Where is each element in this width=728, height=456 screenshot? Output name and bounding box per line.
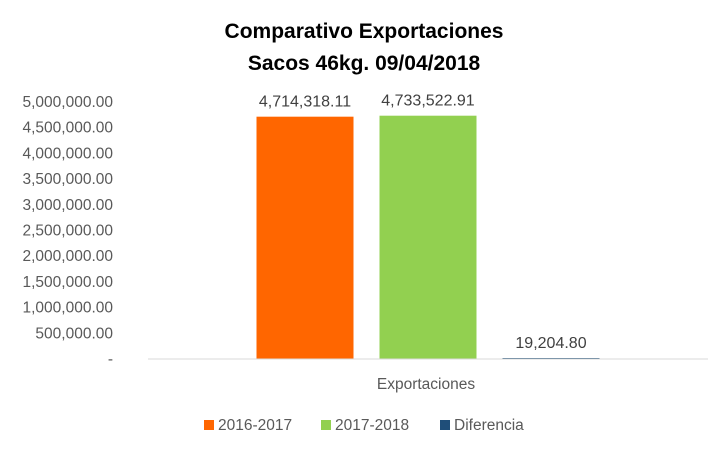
legend-label: 2016-2017: [218, 417, 292, 434]
y-tick-label: 2,000,000.00: [22, 248, 113, 265]
legend-swatch: [321, 420, 331, 430]
legend-label: Diferencia: [454, 417, 524, 434]
y-tick-label: 4,000,000.00: [22, 145, 113, 162]
bar-2016-2017: [256, 116, 354, 359]
y-tick-label: 500,000.00: [35, 325, 113, 342]
data-label: 19,204.80: [515, 335, 586, 352]
legend: 2016-2017 2017-2018 Diferencia: [204, 417, 524, 434]
y-tick-label: -: [108, 351, 113, 368]
legend-swatch: [204, 420, 214, 430]
category-label: Exportaciones: [377, 376, 475, 393]
chart-title: Comparativo Exportaciones: [225, 20, 504, 43]
y-tick-label: 2,500,000.00: [22, 223, 113, 240]
y-tick-label: 1,500,000.00: [22, 274, 113, 291]
legend-label: 2017-2018: [335, 417, 409, 434]
bar-2017-2018: [379, 115, 477, 359]
chart-subtitle: Sacos 46kg. 09/04/2018: [248, 52, 481, 75]
legend-swatch: [440, 420, 450, 430]
y-tick-label: 3,000,000.00: [22, 197, 113, 214]
bars-group: 4,714,318.11 4,733,522.91 19,204.80: [256, 93, 600, 359]
y-tick-label: 4,500,000.00: [22, 120, 113, 137]
data-label: 4,733,522.91: [381, 93, 475, 110]
y-tick-label: 1,000,000.00: [22, 300, 113, 317]
data-label: 4,714,318.11: [259, 94, 351, 111]
y-axis: - 500,000.00 1,000,000.00 1,500,000.00 2,000…: [22, 94, 113, 368]
y-tick-label: 3,500,000.00: [22, 171, 113, 188]
y-tick-label: 5,000,000.00: [22, 94, 113, 111]
